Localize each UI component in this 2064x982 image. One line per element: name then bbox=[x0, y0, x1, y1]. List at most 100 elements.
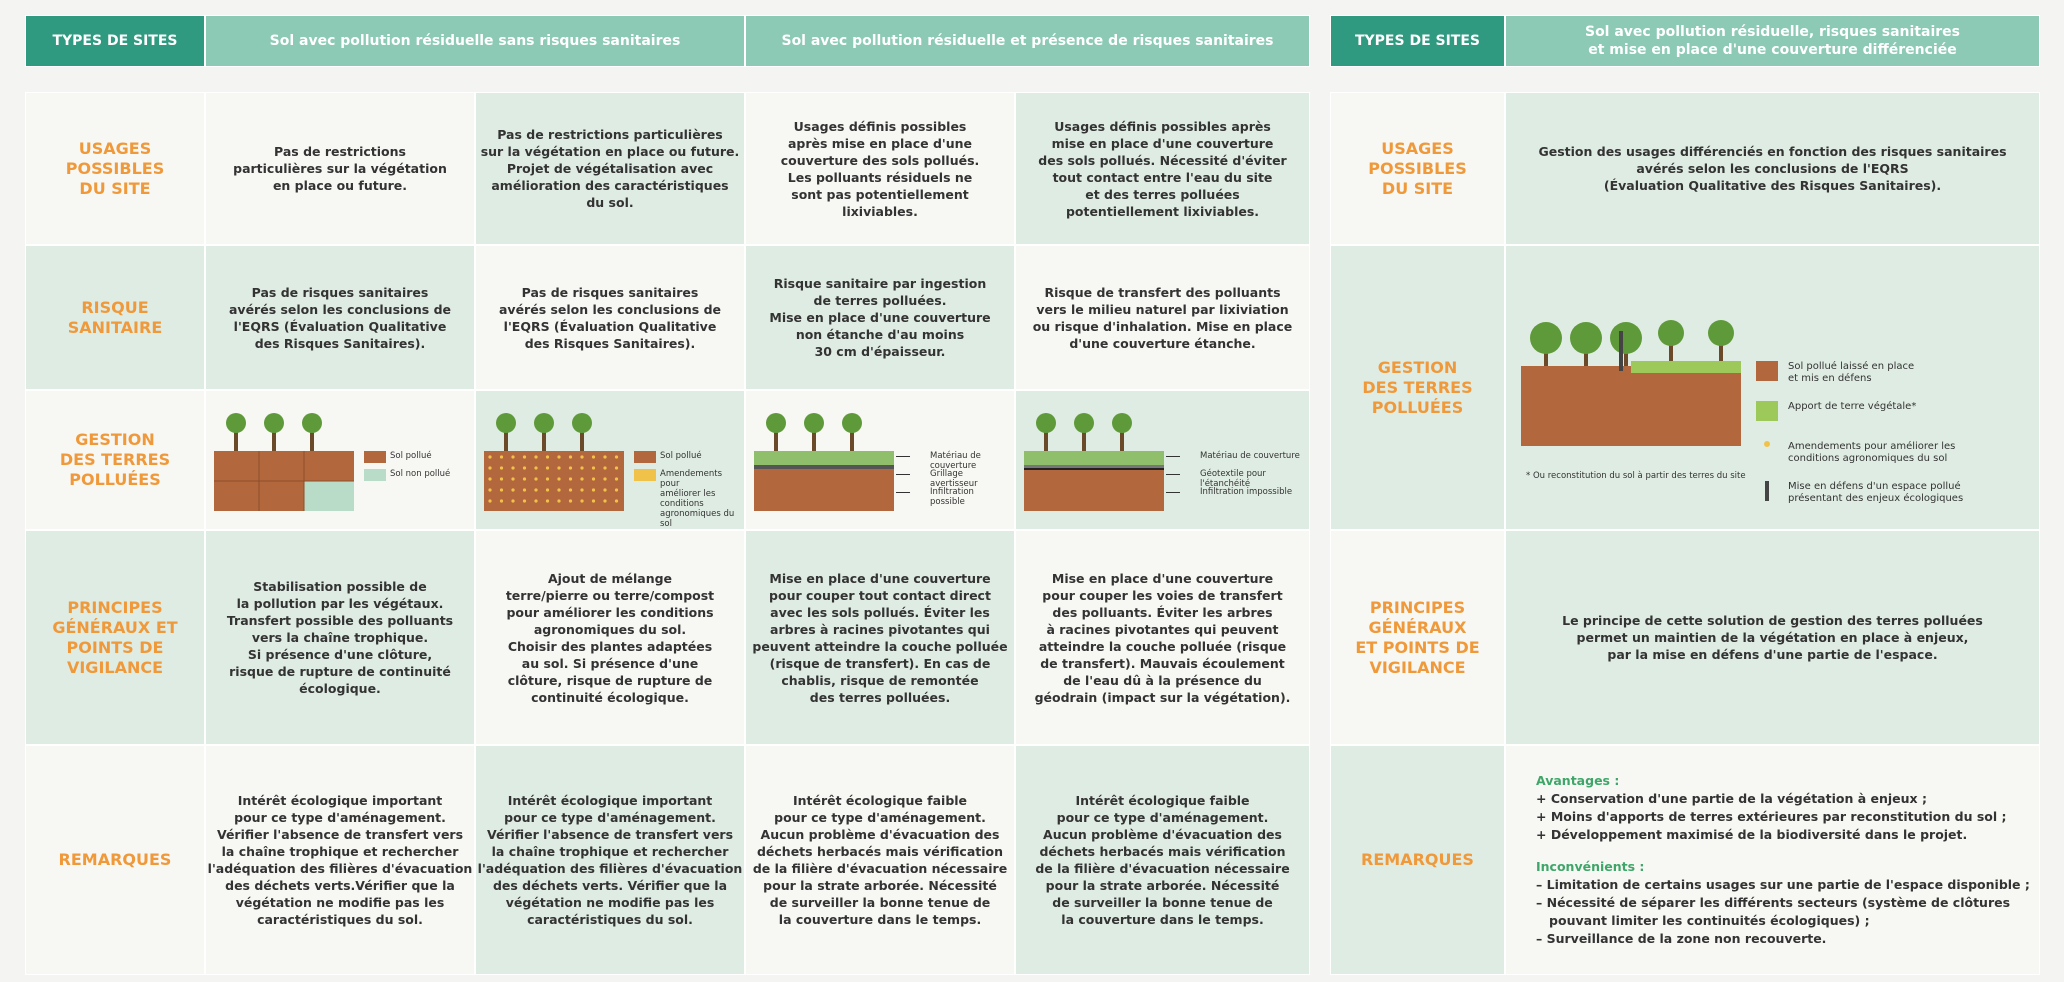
illustration-shape bbox=[511, 455, 515, 459]
legend-swatch bbox=[1166, 456, 1180, 457]
illustration-shape bbox=[1624, 344, 1628, 366]
illustration-shape bbox=[568, 488, 573, 492]
legend-swatch bbox=[1756, 401, 1778, 421]
illustration-shape bbox=[1082, 429, 1086, 451]
soil-illustration bbox=[484, 413, 624, 511]
illustration-shape bbox=[272, 429, 276, 451]
row-label: GESTION DES TERRES POLLUÉES bbox=[1330, 245, 1505, 530]
list-item: – Nécessité de séparer les différents se… bbox=[1536, 895, 2011, 928]
cell-illustration: Matériau de couverture Géotextile pour l'… bbox=[1015, 390, 1310, 530]
soil-illustration bbox=[754, 413, 894, 511]
illustration-shape bbox=[499, 466, 504, 470]
soil-illustration bbox=[1521, 320, 1741, 446]
cell-text: Mise en place d'une couverture pour coup… bbox=[1015, 530, 1310, 745]
illustration-shape bbox=[1036, 413, 1056, 433]
illustration-shape bbox=[603, 477, 607, 481]
illustration-shape bbox=[534, 477, 538, 481]
spacer bbox=[1536, 844, 2039, 854]
illustration-shape bbox=[484, 451, 624, 511]
illustration-shape bbox=[226, 413, 246, 433]
illustration-shape bbox=[754, 451, 894, 465]
illustration-shape bbox=[511, 477, 515, 481]
illustration-shape bbox=[1530, 322, 1562, 354]
cell-text: Gestion des usages différenciés en fonct… bbox=[1505, 92, 2040, 245]
cell-text: Intérêt écologique important pour ce typ… bbox=[205, 745, 475, 975]
illustration-shape bbox=[614, 488, 619, 492]
illustration-shape bbox=[754, 465, 894, 469]
legend-text: Infiltration possible bbox=[930, 487, 974, 507]
legend-swatch bbox=[1756, 361, 1778, 381]
illustration-shape bbox=[591, 488, 596, 492]
illustration-shape bbox=[580, 499, 584, 503]
illustration-shape bbox=[310, 429, 314, 451]
illustration-shape bbox=[603, 488, 607, 492]
illustration-shape bbox=[812, 429, 816, 451]
cell-text: Ajout de mélange terre/pierre ou terre/c… bbox=[475, 530, 745, 745]
illustration-shape bbox=[557, 455, 561, 459]
illustration-shape bbox=[804, 413, 824, 433]
legend-text: Sol pollué bbox=[660, 451, 702, 461]
illustration-shape bbox=[488, 455, 492, 459]
legend-text: Mise en défens d'un espace pollué présen… bbox=[1788, 481, 1964, 504]
legend-text: Matériau de couverture bbox=[930, 451, 981, 471]
illustration-shape bbox=[1669, 339, 1673, 361]
legend-text: Géotextile pour l'étanchéité bbox=[1200, 469, 1266, 489]
list-item: + Conservation d'une partie de la végéta… bbox=[1536, 791, 1927, 806]
cell-text: Intérêt écologique faible pour ce type d… bbox=[1015, 745, 1310, 975]
illustration-shape bbox=[754, 469, 894, 511]
illustration-shape bbox=[545, 477, 550, 481]
illustration-shape bbox=[302, 413, 322, 433]
legend-text: Apport de terre végétale* bbox=[1788, 401, 1917, 412]
legend-text: Grillage avertisseur bbox=[930, 469, 978, 489]
legend-swatch bbox=[1764, 441, 1770, 447]
row-label: USAGES POSSIBLES DU SITE bbox=[25, 92, 205, 245]
legend-swatch bbox=[634, 451, 656, 463]
illustration-shape bbox=[304, 481, 354, 511]
illustration-shape bbox=[603, 499, 607, 503]
list-heading: Avantages : bbox=[1536, 773, 1620, 788]
illustration-shape bbox=[1521, 366, 1741, 446]
illustration-shape bbox=[568, 477, 573, 481]
illustration-shape bbox=[504, 429, 508, 451]
row-label: REMARQUES bbox=[25, 745, 205, 975]
illustration-shape bbox=[534, 455, 538, 459]
row-label: USAGES POSSIBLES DU SITE bbox=[1330, 92, 1505, 245]
illustration-shape bbox=[522, 488, 527, 492]
illustration-shape bbox=[1120, 429, 1124, 451]
legend-text: Sol pollué bbox=[390, 451, 432, 461]
illustration-shape bbox=[488, 466, 492, 470]
legend-swatch bbox=[896, 492, 910, 493]
cell-text: Pas de restrictions particulières sur la… bbox=[475, 92, 745, 245]
illustration-shape bbox=[568, 466, 573, 470]
illustration-shape bbox=[774, 429, 778, 451]
illustration-shape bbox=[1708, 320, 1734, 346]
legend-text: Amendements pour améliorer les condition… bbox=[1788, 441, 1956, 464]
list-item: – Surveillance de la zone non recouverte… bbox=[1536, 931, 1827, 946]
illustration-shape bbox=[1584, 344, 1588, 366]
illustration-shape bbox=[1112, 413, 1132, 433]
list-heading: Inconvénients : bbox=[1536, 859, 1645, 874]
legend-swatch bbox=[1166, 492, 1180, 493]
illustration-shape bbox=[557, 488, 561, 492]
list-item: + Moins d'apports de terres extérieures … bbox=[1536, 809, 2007, 824]
legend-swatch bbox=[1166, 474, 1180, 475]
illustration-shape bbox=[542, 429, 546, 451]
illustration-shape bbox=[1719, 339, 1723, 361]
illustration-shape bbox=[591, 499, 596, 503]
illustration-shape bbox=[1024, 469, 1164, 511]
illustration-shape bbox=[522, 499, 527, 503]
illustration-shape bbox=[511, 488, 515, 492]
illustration-shape bbox=[568, 499, 573, 503]
illustration-shape bbox=[499, 499, 504, 503]
illustration-shape bbox=[591, 455, 596, 459]
illustration-shape bbox=[614, 477, 619, 481]
illustration-shape bbox=[580, 455, 584, 459]
illustration-shape bbox=[545, 466, 550, 470]
illustration-shape bbox=[580, 488, 584, 492]
illustration-shape bbox=[850, 429, 854, 451]
remarks-cell: Avantages : + Conservation d'une partie d… bbox=[1505, 745, 2040, 975]
cell-text: Pas de restrictions particulières sur la… bbox=[205, 92, 475, 245]
illustration-shape bbox=[557, 466, 561, 470]
cell-text: Pas de risques sanitaires avérés selon l… bbox=[475, 245, 745, 390]
